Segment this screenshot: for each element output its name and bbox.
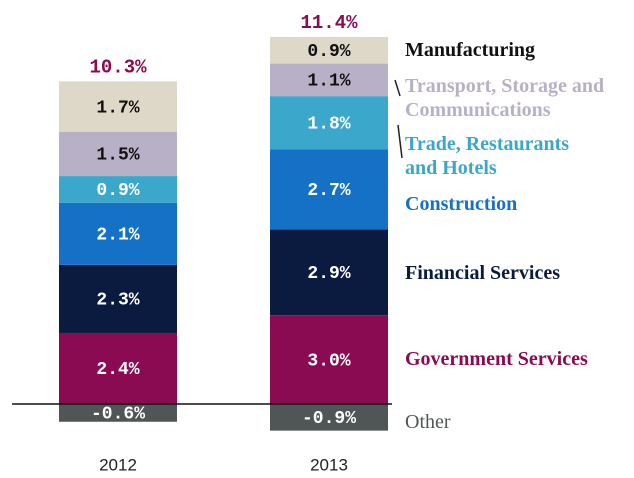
bar-segment <box>59 81 177 132</box>
bar-segment <box>270 229 388 316</box>
bar-segment <box>270 315 388 404</box>
bar-segment <box>59 264 177 333</box>
value-label: 2.1% <box>96 226 139 246</box>
value-label: 1.5% <box>96 146 139 166</box>
value-label: 2.3% <box>96 291 139 311</box>
legend-entry: Other <box>405 411 451 433</box>
leader-line <box>394 79 401 97</box>
bar-segment <box>270 149 388 230</box>
x-tick-label: 2013 <box>310 455 348 474</box>
bar-segment <box>270 63 388 97</box>
total-label: 10.3% <box>89 56 147 78</box>
legend-entry: Construction <box>405 193 518 215</box>
bar-segment <box>59 131 177 177</box>
value-label: 2.9% <box>307 264 350 284</box>
value-label: 1.1% <box>307 72 350 92</box>
value-label: 1.8% <box>307 115 350 135</box>
legend-entry: Transport, Storage and Communications <box>405 75 605 121</box>
bar-segment <box>59 404 177 422</box>
bar-segment <box>270 36 388 64</box>
leader-line <box>397 124 403 159</box>
value-label: -0.9% <box>302 409 356 429</box>
legend-entry: Manufacturing <box>405 39 535 61</box>
value-label: 0.9% <box>96 181 139 201</box>
x-tick-label: 2012 <box>99 455 137 474</box>
bar-segment <box>59 332 177 404</box>
value-label: 2.7% <box>307 181 350 201</box>
legend-entry: Trade, Restaurants and Hotels <box>405 133 570 179</box>
value-label: 0.9% <box>307 42 350 62</box>
bar-segment <box>270 96 388 150</box>
value-label: 3.0% <box>307 351 350 371</box>
value-label: 1.7% <box>96 98 139 118</box>
value-label: -0.6% <box>91 405 145 425</box>
bar-segment <box>59 202 177 265</box>
bar-segment <box>270 404 388 431</box>
total-label: 11.4% <box>300 12 358 34</box>
value-label: 2.4% <box>96 360 139 380</box>
legend-entry: Government Services <box>405 348 588 370</box>
legend-entry: Financial Services <box>405 262 560 284</box>
bar-segment <box>59 176 177 203</box>
